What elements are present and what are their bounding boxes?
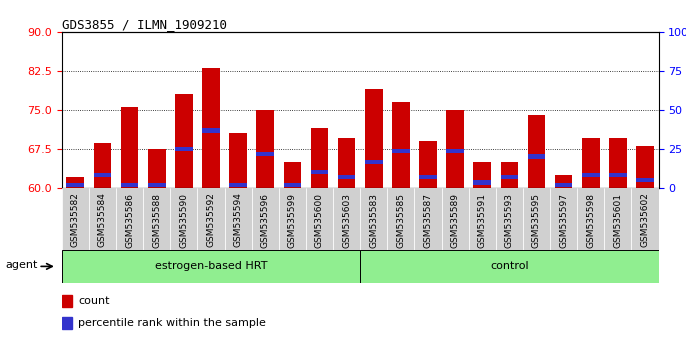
Bar xyxy=(528,115,545,188)
Bar xyxy=(636,146,654,188)
Bar xyxy=(311,128,329,188)
Bar xyxy=(365,89,383,188)
Bar xyxy=(555,183,572,187)
Text: percentile rank within the sample: percentile rank within the sample xyxy=(78,318,266,328)
Bar xyxy=(252,188,279,250)
Text: GSM535592: GSM535592 xyxy=(206,193,215,247)
Bar xyxy=(604,188,631,250)
Text: GSM535599: GSM535599 xyxy=(288,193,297,247)
Bar xyxy=(528,154,545,159)
Bar xyxy=(447,110,464,188)
Text: GSM535587: GSM535587 xyxy=(423,193,432,247)
Text: GSM535586: GSM535586 xyxy=(125,193,134,247)
Text: GSM535601: GSM535601 xyxy=(613,193,622,247)
Text: count: count xyxy=(78,296,110,306)
Bar xyxy=(473,162,491,188)
Bar xyxy=(202,129,220,133)
Text: GSM535593: GSM535593 xyxy=(505,193,514,247)
Bar xyxy=(121,183,139,187)
Text: GSM535582: GSM535582 xyxy=(71,193,80,247)
Bar xyxy=(473,180,491,184)
Text: GSM535585: GSM535585 xyxy=(397,193,405,247)
Bar xyxy=(62,188,89,250)
Text: GSM535591: GSM535591 xyxy=(477,193,487,247)
Bar xyxy=(170,188,198,250)
Bar xyxy=(582,138,600,188)
Bar xyxy=(523,188,550,250)
Bar xyxy=(257,110,274,188)
Bar xyxy=(631,188,659,250)
Bar xyxy=(62,250,360,283)
Text: GSM535588: GSM535588 xyxy=(152,193,161,247)
Text: GSM535596: GSM535596 xyxy=(261,193,270,247)
Text: GSM535602: GSM535602 xyxy=(641,193,650,247)
Bar xyxy=(121,107,139,188)
Bar xyxy=(447,149,464,153)
Bar xyxy=(148,149,165,188)
Bar xyxy=(496,188,523,250)
Text: GSM535598: GSM535598 xyxy=(587,193,595,247)
Bar xyxy=(143,188,170,250)
Bar xyxy=(283,162,301,188)
Bar xyxy=(501,175,518,179)
Bar xyxy=(257,152,274,156)
Text: GSM535583: GSM535583 xyxy=(369,193,378,247)
Bar xyxy=(338,175,355,179)
Bar xyxy=(360,250,659,283)
Bar xyxy=(442,188,469,250)
Bar xyxy=(175,94,193,188)
Bar xyxy=(62,317,72,329)
Bar xyxy=(67,177,84,188)
Bar xyxy=(609,172,627,177)
Bar xyxy=(67,183,84,187)
Bar xyxy=(333,188,360,250)
Text: control: control xyxy=(490,261,529,272)
Bar xyxy=(419,175,437,179)
Bar xyxy=(392,102,410,188)
Bar xyxy=(550,188,577,250)
Bar xyxy=(224,188,252,250)
Bar xyxy=(360,188,388,250)
Bar xyxy=(202,68,220,188)
Bar xyxy=(306,188,333,250)
Bar xyxy=(419,141,437,188)
Text: GSM535603: GSM535603 xyxy=(342,193,351,247)
Text: GSM535589: GSM535589 xyxy=(451,193,460,247)
Bar xyxy=(93,172,111,177)
Bar xyxy=(636,178,654,182)
Bar xyxy=(609,138,627,188)
Text: GSM535594: GSM535594 xyxy=(233,193,243,247)
Bar xyxy=(501,162,518,188)
Bar xyxy=(89,188,116,250)
Text: estrogen-based HRT: estrogen-based HRT xyxy=(155,261,267,272)
Bar xyxy=(279,188,306,250)
Bar xyxy=(311,170,329,174)
Text: GSM535600: GSM535600 xyxy=(315,193,324,247)
Text: GDS3855 / ILMN_1909210: GDS3855 / ILMN_1909210 xyxy=(62,18,227,31)
Bar xyxy=(93,143,111,188)
Bar xyxy=(582,172,600,177)
Bar xyxy=(555,175,572,188)
Text: agent: agent xyxy=(5,260,37,270)
Bar xyxy=(469,188,496,250)
Text: GSM535590: GSM535590 xyxy=(179,193,189,247)
Bar xyxy=(62,295,72,307)
Bar xyxy=(577,188,604,250)
Bar xyxy=(283,183,301,187)
Bar xyxy=(388,188,414,250)
Text: GSM535584: GSM535584 xyxy=(98,193,107,247)
Text: GSM535597: GSM535597 xyxy=(559,193,568,247)
Bar xyxy=(365,160,383,164)
Bar xyxy=(229,183,247,187)
Bar xyxy=(229,133,247,188)
Bar xyxy=(175,147,193,151)
Bar xyxy=(392,149,410,153)
Bar xyxy=(338,138,355,188)
Bar xyxy=(414,188,442,250)
Bar xyxy=(198,188,224,250)
Text: GSM535595: GSM535595 xyxy=(532,193,541,247)
Bar xyxy=(148,183,165,187)
Bar xyxy=(116,188,143,250)
